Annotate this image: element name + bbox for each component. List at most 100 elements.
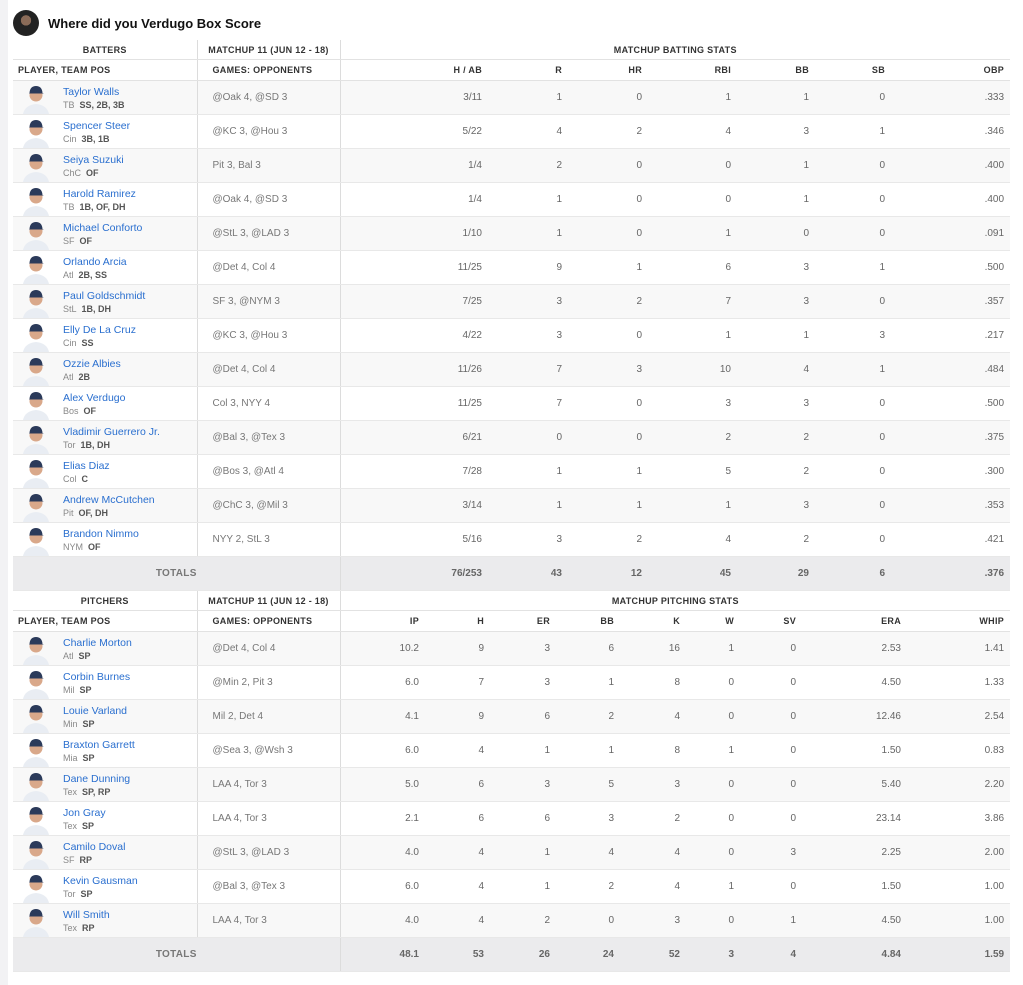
stat-cell: .357 [891, 284, 1011, 319]
stat-cell: .421 [891, 522, 1011, 557]
total-cell: 1.59 [907, 937, 1011, 972]
player-name-link[interactable]: Paul Goldschmidt [63, 289, 146, 302]
games-column-header[interactable]: GAMES: OPPONENTS [197, 610, 341, 632]
stat-cell: 2.1 [340, 801, 425, 836]
player-name-link[interactable]: Spencer Steer [63, 119, 131, 132]
player-name-link[interactable]: Elly De La Cruz [63, 323, 136, 336]
player-name-link[interactable]: Will Smith [63, 908, 110, 921]
stat-column-header[interactable]: WHIP [907, 610, 1011, 632]
player-column-header[interactable]: PLAYER, TEAM POS [13, 610, 198, 632]
player-name-link[interactable]: Ozzie Albies [63, 357, 121, 370]
total-cell: 52 [620, 937, 686, 972]
player-name-link[interactable]: Michael Conforto [63, 221, 143, 234]
player-name-link[interactable]: Brandon Nimmo [63, 527, 139, 540]
stat-cell: 4 [425, 869, 490, 904]
stat-cell: 11/25 [340, 250, 488, 285]
stat-cell: 0.83 [907, 733, 1011, 768]
player-name-link[interactable]: Charlie Morton [63, 636, 132, 649]
stat-column-header[interactable]: SV [740, 610, 802, 632]
player-name-link[interactable]: Alex Verdugo [63, 391, 126, 404]
player-name-link[interactable]: Camilo Doval [63, 840, 126, 853]
stat-column-header[interactable]: K [620, 610, 686, 632]
stat-column-header[interactable]: ERA [802, 610, 907, 632]
games-column-header[interactable]: GAMES: OPPONENTS [197, 59, 341, 81]
player-position: 1B, OF, DH [79, 201, 126, 212]
stat-column-header[interactable]: OBP [891, 59, 1011, 81]
stat-column-header[interactable]: BB [737, 59, 815, 81]
stat-cell: 7/25 [340, 284, 488, 319]
stat-cell: 0 [568, 148, 648, 183]
stat-cell: 4.50 [802, 665, 907, 700]
total-cell: 12 [568, 556, 648, 591]
player-name-link[interactable]: Taylor Walls [63, 85, 120, 98]
stat-column-header[interactable]: SB [815, 59, 891, 81]
stat-cell: 1 [490, 869, 556, 904]
player-position: RP [82, 922, 95, 933]
stat-cell: 0 [740, 665, 802, 700]
stat-column-header[interactable]: H [425, 610, 490, 632]
stat-cell: 1.50 [802, 733, 907, 768]
player-position: SP [78, 650, 91, 661]
stat-cell: .333 [891, 80, 1011, 115]
player-position: SP, RP [82, 786, 111, 797]
player-name-link[interactable]: Orlando Arcia [63, 255, 127, 268]
stat-cell: 3.86 [907, 801, 1011, 836]
stat-cell: 4 [648, 114, 737, 149]
player-name-link[interactable]: Dane Dunning [63, 772, 131, 785]
stat-column-header[interactable]: RBI [648, 59, 737, 81]
player-name-link[interactable]: Vladimir Guerrero Jr. [63, 425, 160, 438]
player-team: Mia [63, 752, 78, 763]
games-opponents: @Det 4, Col 4 [197, 352, 341, 387]
stat-cell: 2.00 [907, 835, 1011, 870]
player-name-link[interactable]: Andrew McCutchen [63, 493, 155, 506]
stat-cell: .353 [891, 488, 1011, 523]
player-name-link[interactable]: Corbin Burnes [63, 670, 131, 683]
stat-cell: 0 [568, 420, 648, 455]
player-team: Mil [63, 684, 75, 695]
stat-cell: 0 [686, 665, 740, 700]
player-name-link[interactable]: Harold Ramirez [63, 187, 136, 200]
stat-cell: 3 [490, 767, 556, 802]
stat-column-header[interactable]: HR [568, 59, 648, 81]
player-name-link[interactable]: Louie Varland [63, 704, 128, 717]
player-row: Spencer Steer Cin 3B, 1B @KC 3, @Hou 3 5/22… [13, 114, 1011, 149]
player-headshot [21, 183, 51, 216]
stat-cell: 5/22 [340, 114, 488, 149]
player-name-link[interactable]: Jon Gray [63, 806, 106, 819]
games-opponents: @Bal 3, @Tex 3 [197, 420, 341, 455]
player-column-header[interactable]: PLAYER, TEAM POS [13, 59, 198, 81]
player-headshot [21, 870, 51, 903]
player-headshot [21, 455, 51, 488]
games-opponents: @KC 3, @Hou 3 [197, 318, 341, 353]
stat-cell: 3 [740, 835, 802, 870]
stat-cell: 2 [568, 284, 648, 319]
player-position: SP [82, 820, 95, 831]
stat-cell: 3/14 [340, 488, 488, 523]
total-cell: 29 [737, 556, 815, 591]
player-name-link[interactable]: Seiya Suzuki [63, 153, 124, 166]
player-team: StL [63, 303, 77, 314]
games-opponents: @Det 4, Col 4 [197, 631, 341, 666]
stat-cell: 0 [686, 835, 740, 870]
stat-column-header[interactable]: IP [340, 610, 425, 632]
stat-column-header[interactable]: H / AB [340, 59, 488, 81]
player-name-link[interactable]: Elias Diaz [63, 459, 110, 472]
stat-column-header[interactable]: ER [490, 610, 556, 632]
stat-column-header[interactable]: BB [556, 610, 620, 632]
player-position: SS, 2B, 3B [79, 99, 125, 110]
stat-cell: .300 [891, 454, 1011, 489]
stat-cell: 0 [815, 216, 891, 251]
stat-cell: 0 [568, 80, 648, 115]
stat-column-header[interactable]: W [686, 610, 740, 632]
games-opponents: @Bos 3, @Atl 4 [197, 454, 341, 489]
player-team: Pit [63, 507, 74, 518]
stat-column-header[interactable]: R [488, 59, 568, 81]
stat-cell: 7 [648, 284, 737, 319]
player-headshot [21, 836, 51, 869]
player-position: SP [80, 888, 93, 899]
player-name-link[interactable]: Braxton Garrett [63, 738, 135, 751]
stat-cell: 6 [648, 250, 737, 285]
stat-cell: 3 [620, 767, 686, 802]
player-position: OF [86, 167, 99, 178]
player-name-link[interactable]: Kevin Gausman [63, 874, 138, 887]
